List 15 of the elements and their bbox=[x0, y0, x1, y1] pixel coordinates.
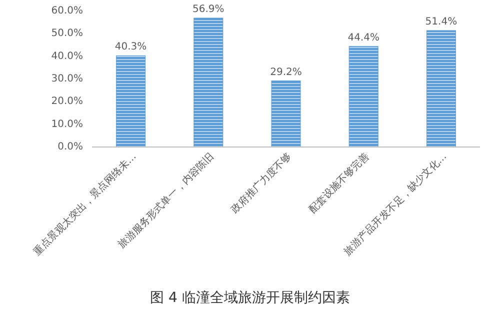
x-tick-label: 配套设施不够完善 bbox=[306, 150, 372, 216]
data-label: 56.9% bbox=[192, 4, 224, 16]
y-tick-label: 0.0% bbox=[58, 142, 83, 152]
y-tick-label: 30.0% bbox=[51, 74, 83, 84]
data-label: 44.4% bbox=[348, 32, 380, 44]
data-label: 29.2% bbox=[270, 66, 302, 78]
y-tick-label: 10.0% bbox=[51, 118, 83, 130]
text: 图 4 临潼全域旅游开展制约因素 bbox=[150, 290, 350, 306]
data-label: 51.4% bbox=[425, 16, 458, 28]
y-tick-label: 50.0% bbox=[51, 28, 83, 40]
y-tick-label: 60.0% bbox=[51, 6, 83, 16]
data-label: 40.3% bbox=[114, 42, 147, 53]
y-tick-label: 40.0% bbox=[51, 50, 83, 62]
y-tick-label: 20.0% bbox=[51, 96, 83, 108]
x-tick-label: 政府推广力度不够 bbox=[228, 150, 294, 216]
